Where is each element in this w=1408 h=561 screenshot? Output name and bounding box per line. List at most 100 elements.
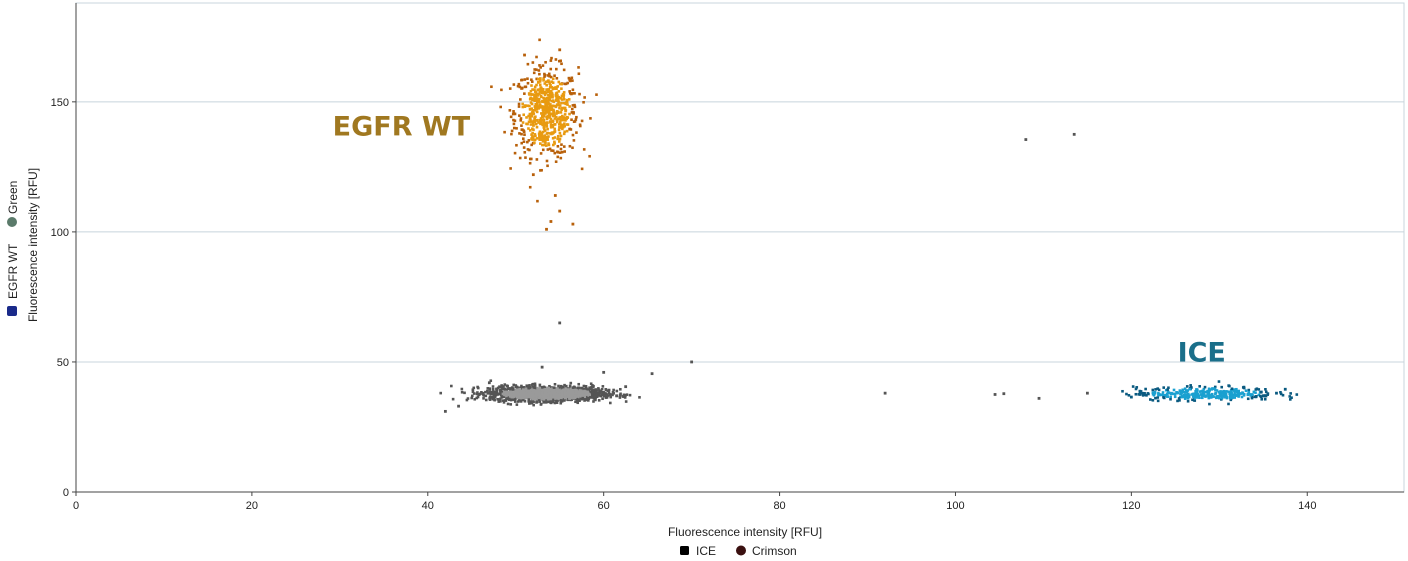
data-point [577,382,581,386]
data-point [1085,391,1089,395]
data-point [508,87,512,90]
data-point [558,386,562,390]
data-point [568,79,572,83]
data-point [527,139,531,142]
data-point [569,394,572,398]
data-point [576,394,580,398]
data-point [1220,391,1223,395]
data-point [531,109,535,112]
data-point [548,387,551,391]
data-point [1279,392,1283,396]
data-point [559,401,563,405]
data-point [1002,392,1006,396]
data-point [476,391,479,394]
data-point [531,97,535,100]
data-point [533,386,537,390]
data-point [604,388,608,392]
data-point [545,104,548,107]
data-point [1177,397,1181,400]
data-point [583,390,586,394]
data-point [1227,390,1231,394]
data-point [1220,385,1224,389]
data-point [529,123,533,126]
data-point [547,88,550,91]
data-point [525,391,529,395]
data-point [482,397,485,400]
data-point [597,387,600,390]
data-point [517,102,521,106]
data-point [553,74,556,77]
data-point [638,396,641,399]
data-point [1229,388,1233,392]
data-point [522,388,526,392]
data-point [565,117,568,121]
data-point [540,392,544,396]
data-point [1178,399,1181,402]
data-point [530,401,534,404]
data-point [1253,395,1257,399]
data-point [570,111,574,114]
data-point [571,222,575,226]
data-point [588,393,591,397]
data-point [556,137,559,141]
data-point [558,321,562,325]
data-point [1211,394,1214,398]
data-point [516,84,520,88]
data-point [511,395,515,399]
data-point [515,392,518,396]
data-point [543,122,547,126]
data-point [491,387,495,391]
data-point [1169,397,1172,401]
data-point [532,403,535,407]
data-point [612,388,615,392]
data-point [1166,388,1169,391]
data-point [515,127,518,130]
data-point [491,385,495,388]
data-point [1172,388,1176,392]
y-tick-label: 100 [51,227,69,239]
data-point [1224,392,1228,396]
data-point [1232,388,1236,392]
data-point [567,389,570,392]
data-point [594,388,598,391]
data-point [1200,390,1203,393]
data-point [489,379,493,383]
data-point [511,388,515,391]
data-point [563,150,566,153]
data-point [546,138,550,141]
data-point [510,132,513,136]
data-point [542,397,545,401]
data-point [1247,390,1251,394]
data-point [547,72,551,76]
data-point [623,396,627,399]
data-point [523,78,527,81]
data-point [527,120,531,124]
data-point [546,397,550,400]
data-point [1213,395,1216,398]
data-point [484,390,487,394]
data-point [1260,395,1263,399]
data-point [571,133,575,137]
data-point [571,88,575,92]
data-point [1188,387,1191,391]
data-point [1217,390,1221,394]
data-point [528,389,531,392]
data-point [584,397,587,401]
data-point [495,387,498,391]
data-point [549,67,553,71]
data-point [537,69,541,72]
data-point [589,117,592,120]
data-point [528,104,531,108]
data-point [571,388,574,391]
data-point [589,396,593,399]
data-point [531,392,535,396]
data-point [490,85,493,89]
annotation-ice: ICE [1178,338,1226,369]
data-point [574,390,578,393]
data-point [596,391,600,395]
data-point [1127,394,1131,397]
data-point [993,393,997,396]
data-point [523,151,527,154]
data-point [1145,394,1148,397]
